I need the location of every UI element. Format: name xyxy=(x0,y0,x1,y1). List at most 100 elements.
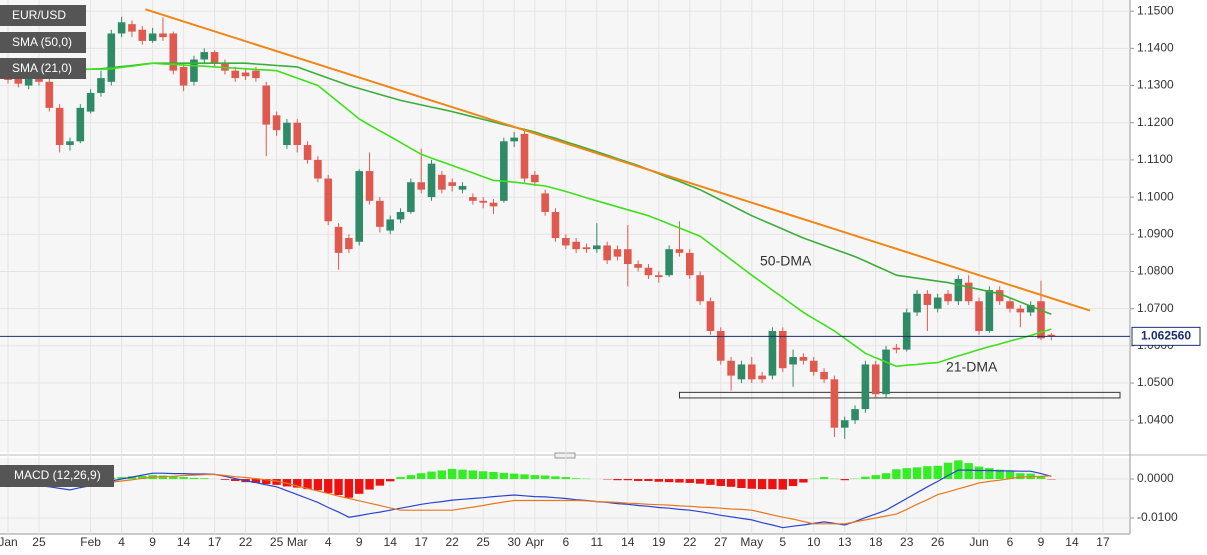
histogram-bar xyxy=(200,478,209,480)
candle-body xyxy=(644,267,653,276)
histogram-bar xyxy=(251,479,261,483)
histogram-bar xyxy=(520,474,529,480)
x-tick-label: 4 xyxy=(325,535,332,549)
x-tick-label: 25 xyxy=(270,535,284,549)
histogram-bar xyxy=(334,479,343,495)
moving-average xyxy=(8,62,1052,368)
histogram-bar xyxy=(912,467,922,480)
candle-body xyxy=(964,282,973,302)
candle-body xyxy=(1047,334,1056,337)
histogram-bar xyxy=(478,471,488,480)
candle-body xyxy=(272,115,281,131)
histogram-bar xyxy=(540,475,550,480)
candle-body xyxy=(107,33,116,82)
histogram-bar xyxy=(417,473,426,480)
x-tick-label: 9 xyxy=(356,535,363,549)
candle-body xyxy=(975,301,983,331)
histogram-bar xyxy=(189,477,199,480)
candle-body xyxy=(500,141,508,201)
x-tick-label: 14 xyxy=(1065,535,1079,549)
candle-body xyxy=(923,293,932,305)
histogram-bar xyxy=(499,472,509,480)
candle-body xyxy=(747,364,756,380)
histogram-bar xyxy=(778,479,787,490)
histogram-bar xyxy=(396,477,405,480)
candle-body xyxy=(76,107,85,142)
candle-body xyxy=(489,202,498,207)
candle-body xyxy=(303,145,312,160)
x-tick-label: 18 xyxy=(869,535,883,549)
histogram-bar xyxy=(716,479,725,487)
x-tick-label: 17 xyxy=(1096,535,1110,549)
candle-body xyxy=(241,72,250,77)
histogram-bar xyxy=(985,468,994,480)
candle-body xyxy=(324,178,333,222)
support-zone xyxy=(678,391,1121,399)
histogram-bar xyxy=(768,479,777,490)
histogram-bar xyxy=(757,479,767,490)
candle-body xyxy=(634,264,642,268)
candle-body xyxy=(97,78,105,93)
histogram-bar xyxy=(530,475,540,480)
y-tick-label: -0.0100 xyxy=(1137,510,1178,524)
x-tick-label: Jun xyxy=(969,535,988,549)
candle-body xyxy=(190,59,198,82)
candle-body xyxy=(820,371,828,380)
histogram-bar xyxy=(861,476,870,480)
histogram-bar xyxy=(509,473,519,480)
x-tick-label: 25 xyxy=(32,535,46,549)
last-price-label: 1.062560 xyxy=(1141,329,1191,343)
legend-box xyxy=(0,58,86,79)
histogram-bar xyxy=(902,468,911,480)
histogram-bar xyxy=(788,479,798,487)
histogram-bar xyxy=(262,479,271,485)
x-tick-label: 22 xyxy=(446,535,460,549)
x-tick-label: Apr xyxy=(525,535,544,549)
candle-body xyxy=(582,247,591,250)
x-tick-label: 14 xyxy=(384,535,398,549)
candle-body xyxy=(603,245,611,261)
histogram-bar xyxy=(819,477,829,480)
y-tick-label: 1.1100 xyxy=(1137,152,1173,166)
histogram-bar xyxy=(458,469,467,480)
histogram-bar xyxy=(623,479,632,481)
histogram-bar xyxy=(995,469,1004,480)
y-tick-label: 1.1500 xyxy=(1137,3,1174,17)
y-tick-label: 1.0400 xyxy=(1137,412,1174,426)
x-tick-label: 22 xyxy=(239,535,253,549)
histogram-bar xyxy=(406,475,416,480)
histogram-bar xyxy=(799,479,808,483)
histogram-bar xyxy=(437,470,447,480)
histogram-bar xyxy=(220,479,230,480)
histogram-bar xyxy=(675,479,684,483)
y-tick-label: 0.0000 xyxy=(1137,471,1174,485)
histogram-bar xyxy=(117,477,126,480)
histogram-bar xyxy=(613,479,622,481)
candle-body xyxy=(148,33,157,41)
candle-body xyxy=(861,364,870,410)
candle-body xyxy=(86,92,95,112)
candle-body xyxy=(293,122,302,146)
candle-body xyxy=(458,185,467,190)
candle-body xyxy=(159,33,167,38)
y-tick-label: 1.1400 xyxy=(1137,41,1174,55)
candle-body xyxy=(737,364,746,380)
candle-body xyxy=(1006,301,1014,309)
histogram-bar xyxy=(169,476,178,480)
legend-box xyxy=(0,465,114,487)
histogram-bar xyxy=(427,471,436,480)
candle-body xyxy=(386,219,395,231)
candle-body xyxy=(334,226,343,253)
candle-body xyxy=(830,379,839,428)
candle-body xyxy=(799,357,808,361)
histogram-bar xyxy=(468,470,478,480)
candle-body xyxy=(593,245,601,250)
candle-body xyxy=(448,182,456,186)
histogram-bar xyxy=(355,479,364,494)
candle-body xyxy=(882,349,890,395)
candle-body xyxy=(169,33,178,71)
histogram-bar xyxy=(1016,473,1025,480)
x-tick-label: Feb xyxy=(80,535,101,549)
candle-body xyxy=(902,312,911,350)
